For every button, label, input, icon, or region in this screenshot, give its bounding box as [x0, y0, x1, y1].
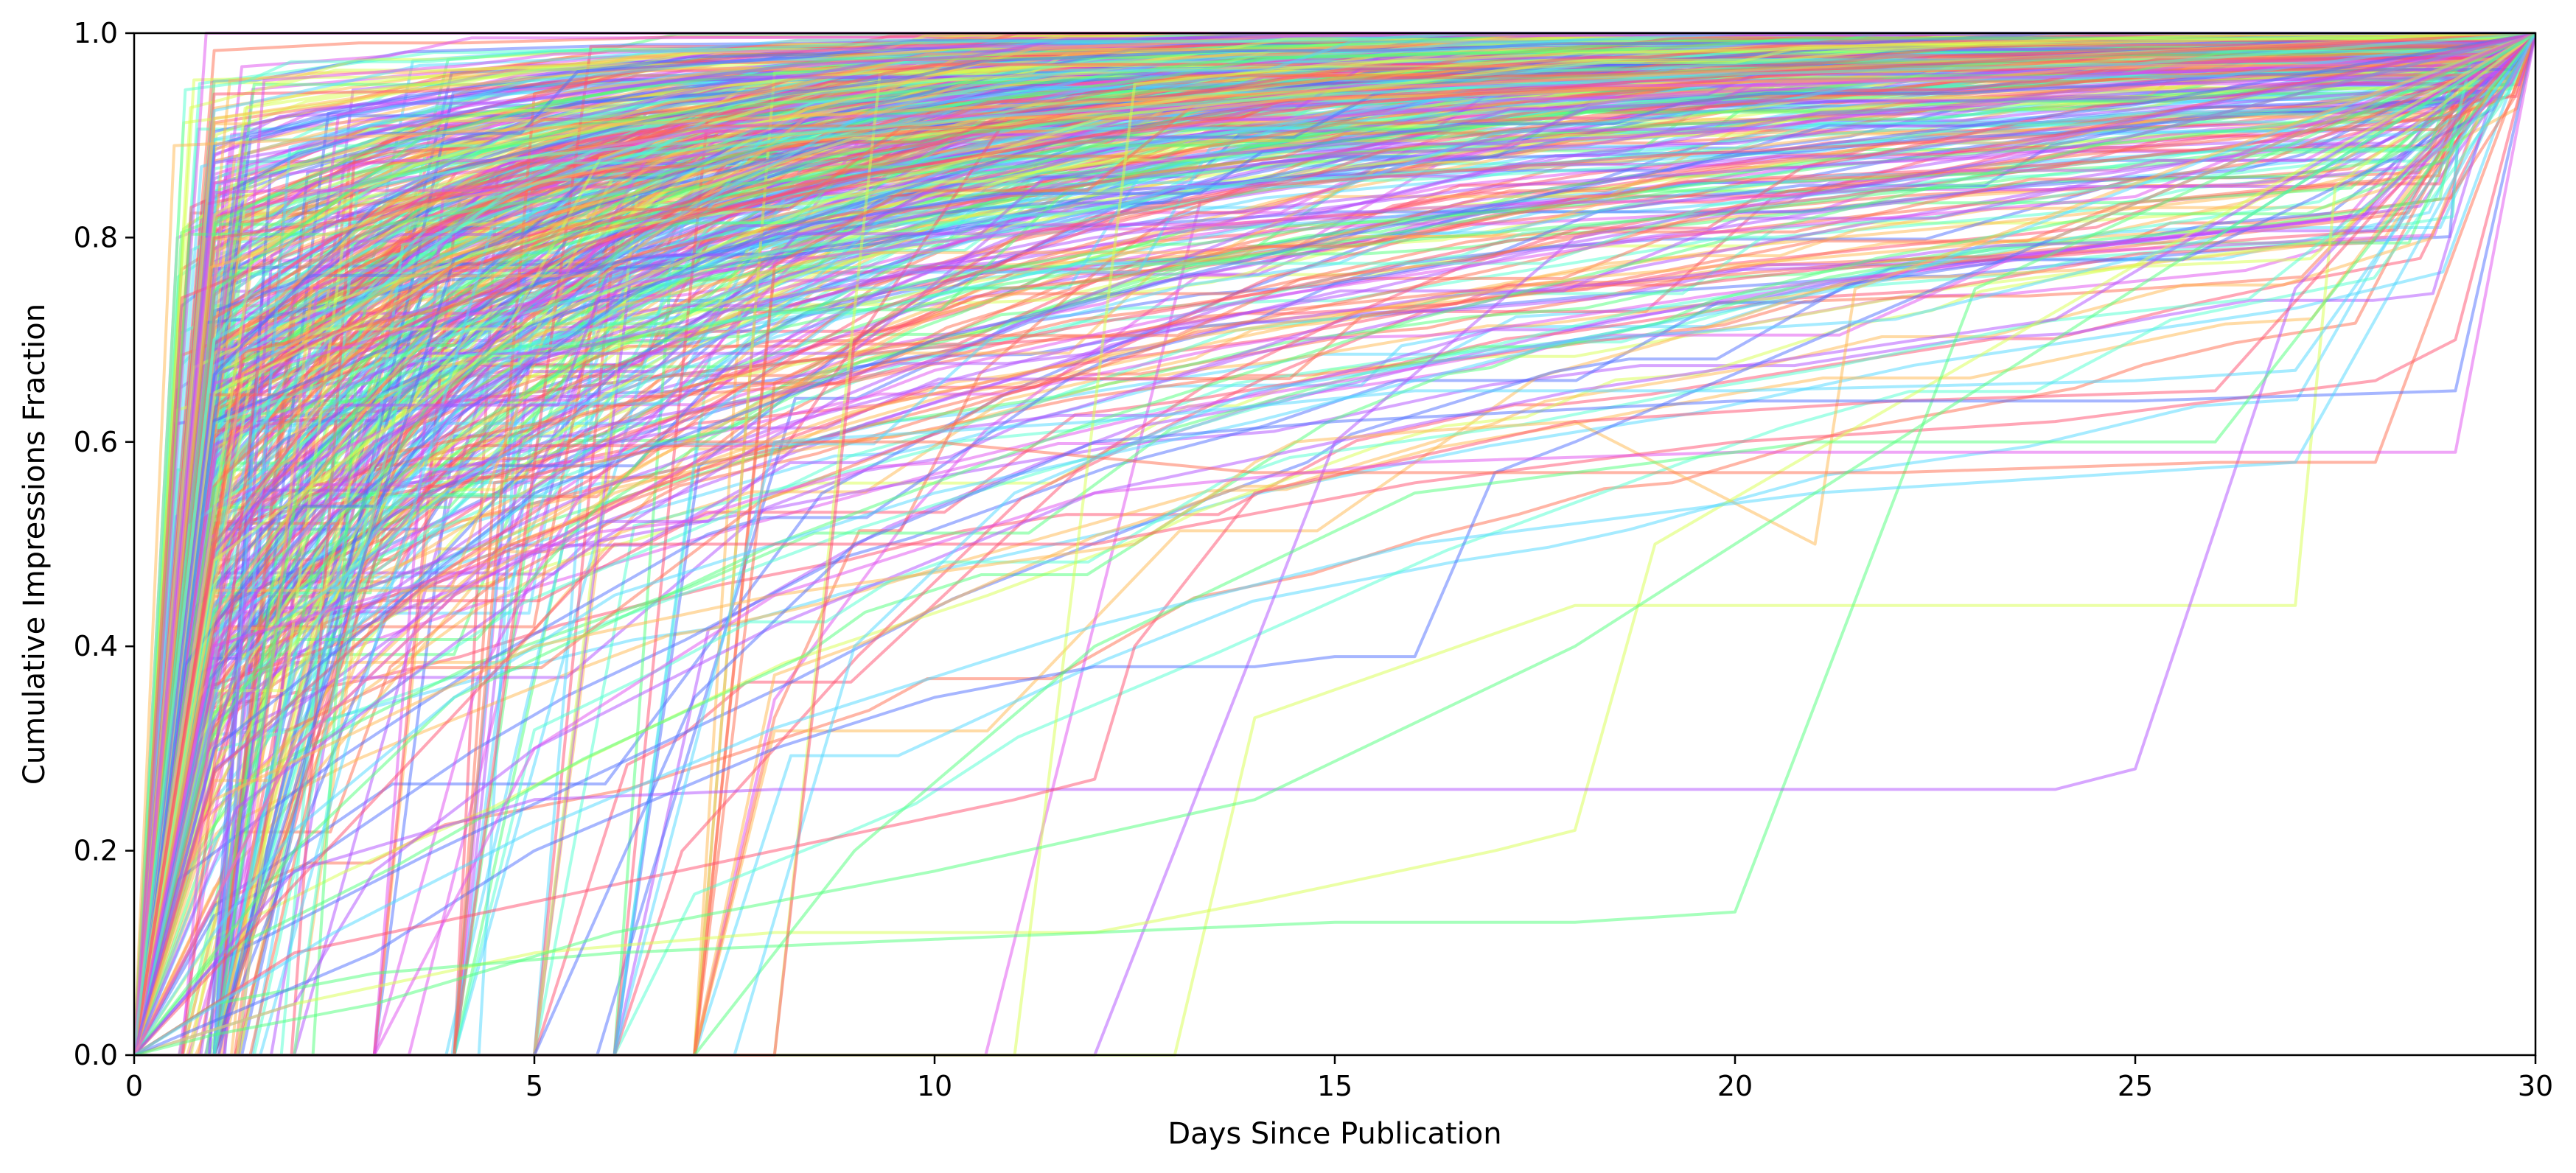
y-tick-label: 0.4 [74, 630, 118, 662]
y-tick-label: 0.6 [74, 426, 118, 458]
x-axis-label: Days Since Publication [1167, 1117, 1501, 1151]
density-curve [134, 32, 2535, 1056]
density-curve [134, 32, 2535, 1056]
density-curve [134, 32, 2535, 1057]
series-line [134, 32, 2535, 1057]
series-line [134, 32, 2535, 1057]
y-tick-label: 0.2 [74, 835, 118, 867]
series-line [134, 32, 2535, 1056]
density-curve [134, 32, 2535, 1056]
series-line [134, 32, 2535, 1057]
x-tick-label: 10 [917, 1070, 952, 1102]
series-line [134, 32, 2535, 1056]
density-curve [134, 32, 2535, 1056]
density-curve [134, 32, 2535, 1057]
series-line [134, 32, 2535, 1057]
density-curve [134, 32, 2535, 1057]
series-line [134, 32, 2535, 1057]
density-curve [134, 32, 2535, 1056]
series-line [134, 32, 2535, 1057]
density-curve [134, 32, 2535, 1057]
series-line [134, 32, 2535, 1057]
x-tick-label: 25 [2118, 1070, 2153, 1102]
density-curve [134, 32, 2535, 1056]
x-tick-label: 0 [125, 1070, 143, 1102]
density-curve [134, 32, 2535, 1056]
series-line [134, 32, 2535, 1057]
x-tick-label: 5 [526, 1070, 543, 1102]
density-curve [134, 32, 2535, 1056]
series-line [134, 32, 2535, 1057]
x-tick-label: 20 [1717, 1070, 1753, 1102]
series-line [134, 32, 2535, 1057]
series-line [134, 32, 2535, 1057]
density-curve [134, 32, 2535, 1057]
y-axis-label: Cumulative Impressions Fraction [18, 304, 52, 785]
density-curve [134, 32, 2535, 1056]
series-line [134, 32, 2535, 1057]
axes: 0 5 10 15 20 25 30 0.0 0.2 0.4 0.6 0.8 1.0 [74, 17, 2554, 1102]
series-line [134, 32, 2535, 1056]
series-line [134, 32, 2535, 1057]
series-line [134, 32, 2535, 1057]
density-curve [134, 32, 2535, 1056]
series-line [134, 32, 2535, 1056]
y-tick-label: 0.0 [74, 1039, 118, 1071]
series-line [134, 32, 2535, 1057]
density-curve [134, 32, 2535, 1057]
density-curve [134, 32, 2535, 1056]
density-curve [134, 32, 2535, 1057]
density-curve [134, 32, 2535, 1056]
y-tick-label: 1.0 [74, 17, 118, 49]
series-line [134, 32, 2535, 1057]
density-curve [134, 32, 2535, 1056]
x-tick-label: 15 [1317, 1070, 1352, 1102]
density-curve [134, 32, 2535, 1056]
density-curve [134, 32, 2535, 1056]
series-line [134, 32, 2535, 1056]
series-line [134, 32, 2535, 1056]
series-line [134, 32, 2535, 1056]
density-curve [134, 32, 2535, 1057]
density-curve [134, 32, 2535, 1056]
density-curve [134, 32, 2535, 1057]
x-tick-label: 30 [2518, 1070, 2553, 1102]
y-tick-label: 0.8 [74, 221, 118, 253]
series-line [134, 32, 2535, 1057]
